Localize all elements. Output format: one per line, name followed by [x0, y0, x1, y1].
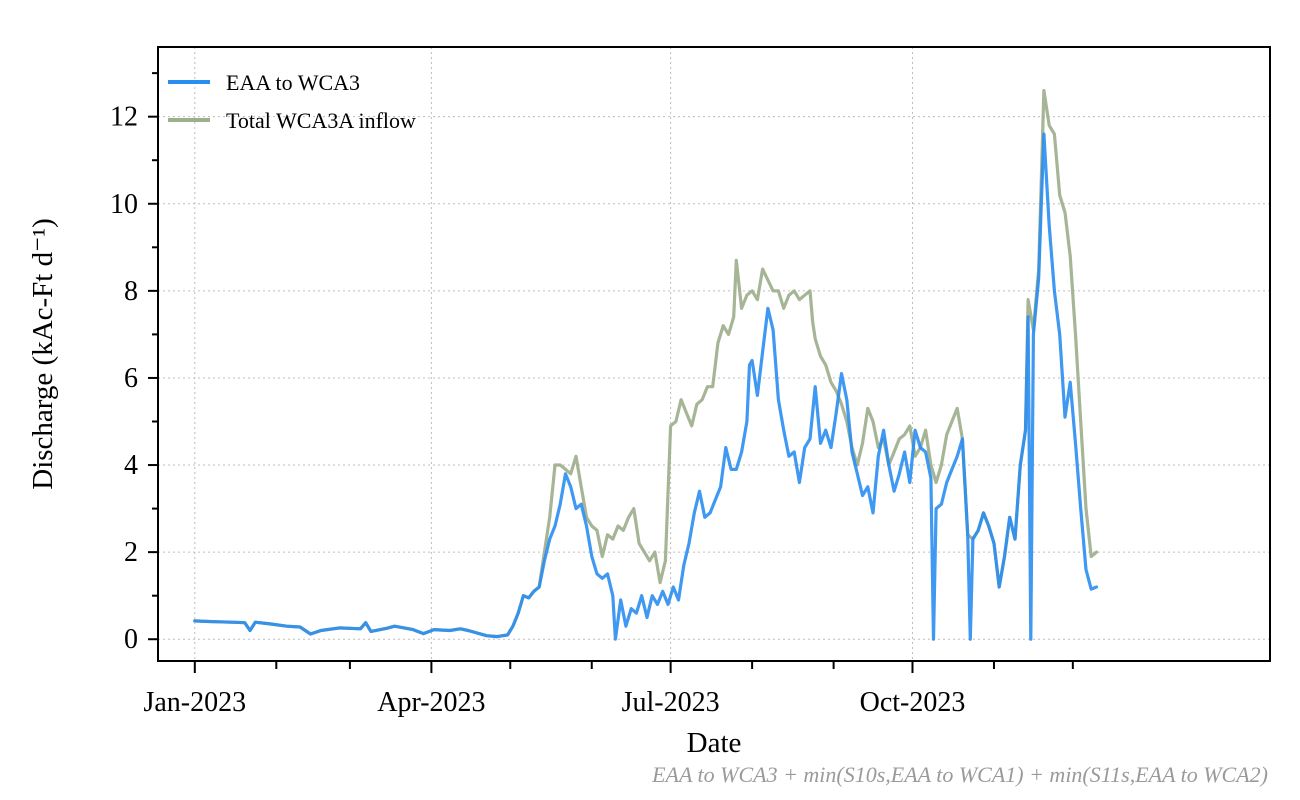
formula-note: EAA to WCA3 + min(S10s,EAA to WCA1) + mi… — [651, 762, 1268, 787]
series-line-total-wca3a-inflow — [193, 88, 1099, 639]
x-axis-title: Date — [687, 727, 742, 759]
y-tick-label: 0 — [124, 624, 138, 655]
y-axis: 0 2 4 6 8 10 12 — [110, 72, 158, 655]
y-tick-label: 10 — [110, 189, 138, 220]
legend-label-eaa-to-wca3: EAA to WCA3 — [226, 70, 360, 95]
y-tick-label: 12 — [110, 102, 138, 133]
series-layer — [193, 88, 1099, 641]
x-tick-label: Jan-2023 — [143, 687, 246, 718]
grid — [158, 47, 1270, 661]
y-tick-label: 4 — [124, 450, 138, 481]
y-tick-label: 2 — [124, 537, 138, 568]
legend: EAA to WCA3 Total WCA3A inflow — [168, 70, 416, 133]
x-axis: Jan-2023 Apr-2023 Jul-2023 Oct-2023 — [143, 661, 1074, 718]
x-tick-label: Jul-2023 — [622, 687, 720, 718]
series-line-eaa-to-wca3 — [193, 132, 1099, 641]
y-tick-label: 6 — [124, 363, 138, 394]
legend-label-total-wca3a-inflow: Total WCA3A inflow — [226, 108, 416, 133]
x-tick-label: Oct-2023 — [860, 687, 966, 718]
plot-frame — [157, 46, 1271, 662]
x-tick-label: Apr-2023 — [377, 687, 485, 718]
y-tick-label: 8 — [124, 276, 138, 307]
y-axis-title: Discharge (kAc-Ft d⁻¹) — [27, 218, 59, 490]
